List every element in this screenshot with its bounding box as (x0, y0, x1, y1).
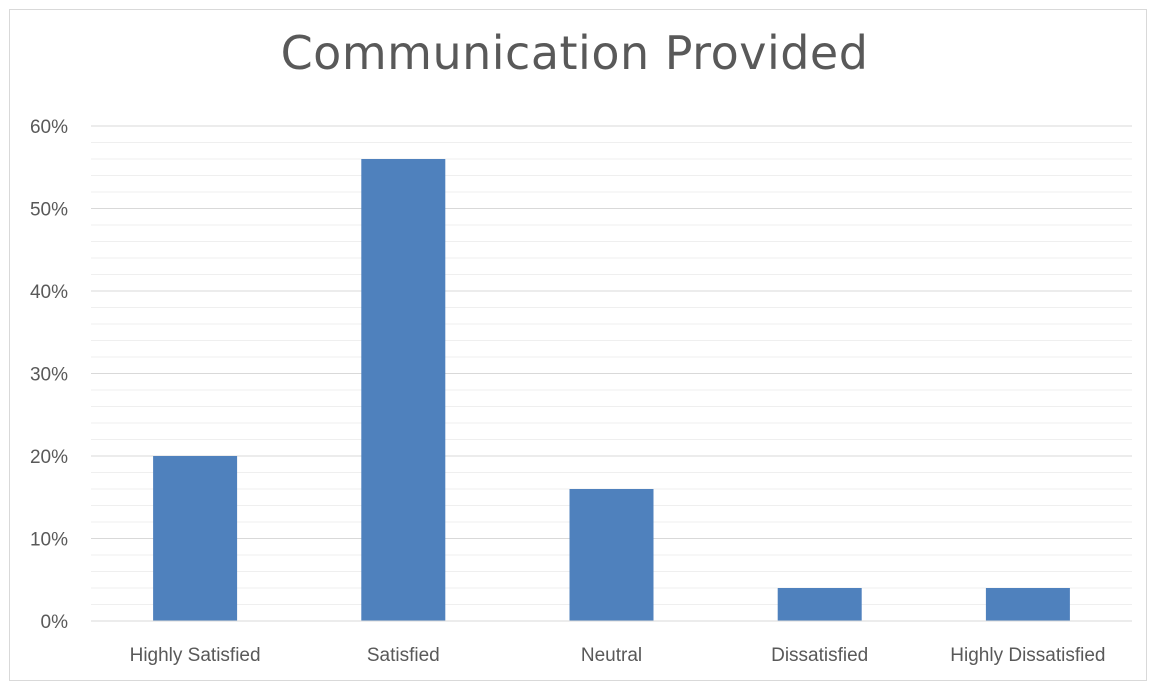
y-tick-label: 50% (30, 200, 68, 221)
bar-highly-satisfied (153, 456, 238, 621)
y-tick-label: 0% (41, 612, 69, 633)
y-axis-ticks: 0% 10% 20% 30% 40% 50% 60% (30, 117, 68, 633)
chart-title: Communication Provided (280, 26, 869, 80)
y-tick-label: 10% (30, 530, 68, 551)
bar-satisfied (361, 159, 446, 621)
x-tick-label: Dissatisfied (771, 645, 868, 666)
y-tick-label: 20% (30, 447, 68, 468)
x-axis-ticks: Highly Satisfied Satisfied Neutral Dissatis… (130, 645, 1106, 666)
x-tick-label: Highly Satisfied (130, 645, 261, 666)
y-tick-label: 30% (30, 365, 68, 386)
bars (153, 159, 1070, 621)
x-tick-label: Highly Dissatisfied (950, 645, 1105, 666)
y-tick-label: 40% (30, 282, 68, 303)
x-tick-label: Neutral (581, 645, 642, 666)
bar-highly-dissatisfied (985, 588, 1070, 621)
y-tick-label: 60% (30, 117, 68, 138)
bar-dissatisfied (777, 588, 862, 621)
x-tick-label: Satisfied (367, 645, 440, 666)
bar-neutral (569, 489, 654, 621)
